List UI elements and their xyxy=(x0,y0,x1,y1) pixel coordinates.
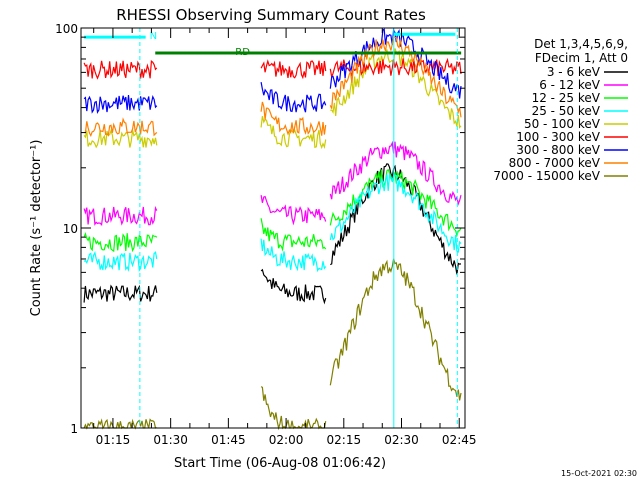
series-line-1 xyxy=(83,163,462,305)
legend-entry-label: 50 - 100 keV xyxy=(524,117,601,131)
legend-entry-label: 12 - 25 keV xyxy=(532,91,601,105)
flag-label-1: N xyxy=(150,31,157,42)
legend-entry-label: 3 - 6 keV xyxy=(547,65,601,79)
series-line-6 xyxy=(83,57,462,80)
legend-entry-label: 300 - 800 keV xyxy=(516,143,600,157)
legend-entry-label: 800 - 7000 keV xyxy=(509,156,601,170)
flag-label-2: RD xyxy=(235,47,250,58)
legend-header: Det 1,3,4,5,6,9, xyxy=(534,37,628,51)
x-axis: 01:15 01:30 01:45 02:00 02:15 02:30 02:45 xyxy=(93,28,477,447)
x-tick-label: 01:15 xyxy=(96,433,131,447)
series-line-7 xyxy=(83,27,462,114)
flag-layer: N RD xyxy=(84,31,462,58)
legend-entry-label: 6 - 12 keV xyxy=(539,78,601,92)
x-tick-label: 02:00 xyxy=(269,433,304,447)
footer-timestamp: 15-Oct-2021 02:30 xyxy=(561,469,637,478)
legend: Det 1,3,4,5,6,9,FDecim 1, Att 03 - 6 keV… xyxy=(493,37,628,183)
legend-entry-label: 25 - 50 keV xyxy=(532,104,601,118)
series-line-3 xyxy=(83,168,462,253)
x-tick-label: 02:45 xyxy=(442,433,477,447)
x-tick-label: 02:30 xyxy=(384,433,419,447)
y-tick-label: 10 xyxy=(63,222,78,236)
series-line-4 xyxy=(83,173,462,273)
x-tick-label: 02:15 xyxy=(327,433,362,447)
plot-frame xyxy=(80,27,466,429)
legend-entry-label: 100 - 300 keV xyxy=(516,130,600,144)
series-line-2 xyxy=(83,140,462,226)
series-layer xyxy=(83,27,462,431)
x-tick-label: 01:30 xyxy=(153,433,188,447)
legend-header: FDecim 1, Att 0 xyxy=(535,51,628,65)
y-axis: 1 10 100 xyxy=(55,22,465,436)
y-tick-label: 1 xyxy=(70,422,78,436)
y-tick-label: 100 xyxy=(55,22,78,36)
marker-layer xyxy=(139,28,458,428)
legend-entry-label: 7000 - 15000 keV xyxy=(493,169,600,183)
series-line-8 xyxy=(83,35,462,137)
y-axis-label: Count Rate (s⁻¹ detector⁻¹) xyxy=(29,140,44,317)
x-axis-label: Start Time (06-Aug-08 01:06:42) xyxy=(174,456,386,471)
chart-title: RHESSI Observing Summary Count Rates xyxy=(116,6,426,24)
x-tick-label: 01:45 xyxy=(211,433,246,447)
